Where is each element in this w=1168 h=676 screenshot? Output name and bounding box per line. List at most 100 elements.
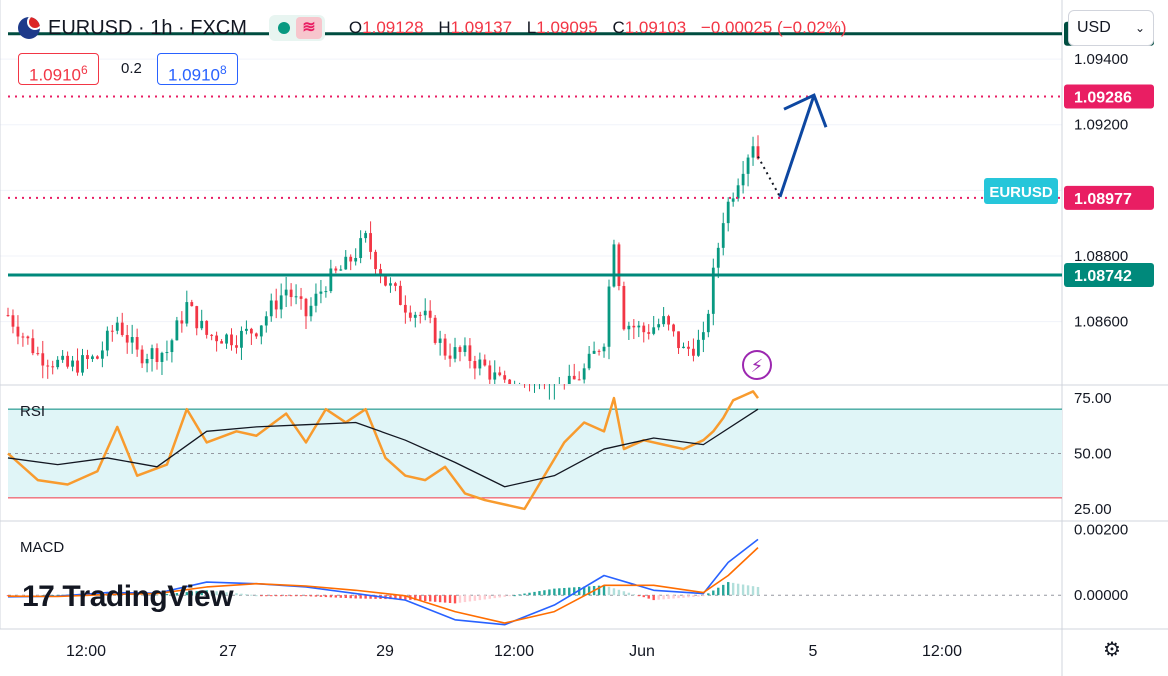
candle-body	[627, 325, 631, 330]
wave-icon[interactable]: ≋	[295, 17, 322, 39]
indicator-toggle[interactable]: ≋	[268, 15, 325, 41]
macd-histogram-bar	[210, 590, 213, 596]
symbol-title[interactable]: EURUSD · 1h · FXCM	[48, 16, 247, 39]
macd-histogram-bar	[270, 595, 273, 597]
candle-body	[672, 324, 675, 332]
candle-body	[602, 346, 606, 352]
candle-body	[324, 291, 328, 293]
macd-histogram-bar	[369, 595, 372, 599]
sell-button[interactable]: 1.09106	[18, 53, 99, 85]
rsi-line	[7, 390, 760, 511]
projection-arrow: ⚡	[742, 93, 828, 380]
candle-body	[677, 331, 680, 349]
macd-histogram-bar	[702, 595, 705, 597]
settings-icon[interactable]: ⚙	[1103, 639, 1121, 661]
logo-mark: 17	[22, 580, 55, 613]
candle-body	[294, 296, 298, 298]
macd-histogram-bar	[185, 592, 189, 596]
candle-body	[240, 330, 243, 348]
price-tick-label: 1.09400	[1074, 51, 1128, 68]
candle-body	[175, 320, 179, 341]
macd-histogram-bar	[419, 595, 422, 601]
macd-histogram-bar	[523, 593, 526, 596]
candle-body	[299, 296, 303, 299]
macd-histogram-bar	[220, 591, 223, 596]
macd-histogram-bar	[582, 586, 586, 596]
candle-body	[701, 332, 705, 340]
macd-histogram-bar	[756, 586, 760, 596]
macd-histogram-bar	[255, 595, 258, 597]
candle-body	[130, 337, 134, 343]
candle-body	[398, 285, 402, 305]
candle-body	[384, 276, 387, 286]
eurusd-flag-icon	[18, 17, 40, 39]
macd-histogram-bar	[175, 593, 179, 596]
macd-histogram-bar	[309, 595, 313, 597]
candle-body	[687, 346, 690, 349]
macd-histogram-bar	[339, 595, 342, 598]
macd-histogram-bar	[195, 591, 198, 596]
macd-histogram-bar	[528, 592, 531, 596]
candle-body	[140, 349, 144, 364]
candle-body	[379, 269, 382, 277]
rsi-label: RSI	[20, 403, 45, 420]
candle-body	[374, 251, 377, 270]
candle-body	[423, 310, 427, 316]
candle-body	[180, 320, 184, 324]
candle-body	[76, 360, 79, 373]
macd-histogram-bar	[548, 589, 551, 596]
macd-histogram-bar	[677, 595, 680, 599]
price-level-tag-label: 1.08977	[1074, 191, 1132, 208]
macd-histogram-bar	[453, 595, 457, 604]
candle-body	[309, 305, 313, 317]
candle-body	[110, 330, 114, 332]
tradingview-logo: 17 TradingView	[22, 580, 234, 613]
candle-body	[503, 375, 507, 380]
candle-body	[667, 316, 670, 325]
price-level-tag-label: 1.08742	[1074, 268, 1132, 285]
market-open-icon	[277, 22, 290, 34]
candle-body	[91, 356, 94, 359]
time-tick-label: 29	[376, 643, 394, 660]
buy-button[interactable]: 1.09108	[157, 53, 238, 85]
time-tick-label: 27	[219, 643, 237, 660]
macd-histogram-bar	[597, 585, 601, 596]
candle-body	[264, 316, 268, 326]
candle-body	[731, 198, 735, 202]
macd-histogram-bar	[334, 595, 338, 598]
pullback-path	[757, 156, 781, 198]
macd-histogram-bar	[433, 595, 437, 602]
candle-body	[279, 295, 283, 310]
candle-body	[567, 375, 571, 384]
macd-histogram-bar	[736, 583, 740, 596]
candle-body	[478, 359, 482, 369]
macd-histogram-bar	[230, 592, 233, 596]
macd-histogram-bar	[160, 594, 164, 596]
candle-body	[160, 352, 164, 362]
macd-histogram-bar	[687, 595, 690, 598]
macd-histogram-bar	[205, 590, 208, 596]
candle-body	[344, 256, 348, 270]
macd-histogram-bar	[662, 595, 665, 600]
candle-body	[215, 335, 219, 342]
macd-histogram-bar	[751, 586, 755, 596]
price-levels	[8, 32, 1062, 277]
candle-body	[105, 330, 109, 351]
price-level-tag	[1064, 185, 1154, 210]
candle-body	[249, 328, 253, 334]
macd-histogram-bar	[483, 595, 487, 600]
candle-body	[642, 325, 646, 333]
candle-body	[135, 337, 139, 350]
macd-histogram-bar	[627, 592, 631, 596]
candle-body	[647, 332, 651, 334]
macd-histogram-bar	[707, 593, 710, 596]
rsi-pane: RSI	[7, 390, 1062, 511]
macd-histogram-bar	[712, 590, 715, 596]
macd-histogram-bar	[741, 584, 745, 596]
candle-body	[51, 366, 55, 368]
currency-select[interactable]: USD ⌄	[1068, 10, 1154, 46]
candle-body	[418, 314, 422, 316]
macd-histogram-bar	[657, 595, 660, 600]
ohlc-readout: O1.09128 H1.09137 L1.09095 C1.09103 −0.0…	[348, 18, 847, 37]
